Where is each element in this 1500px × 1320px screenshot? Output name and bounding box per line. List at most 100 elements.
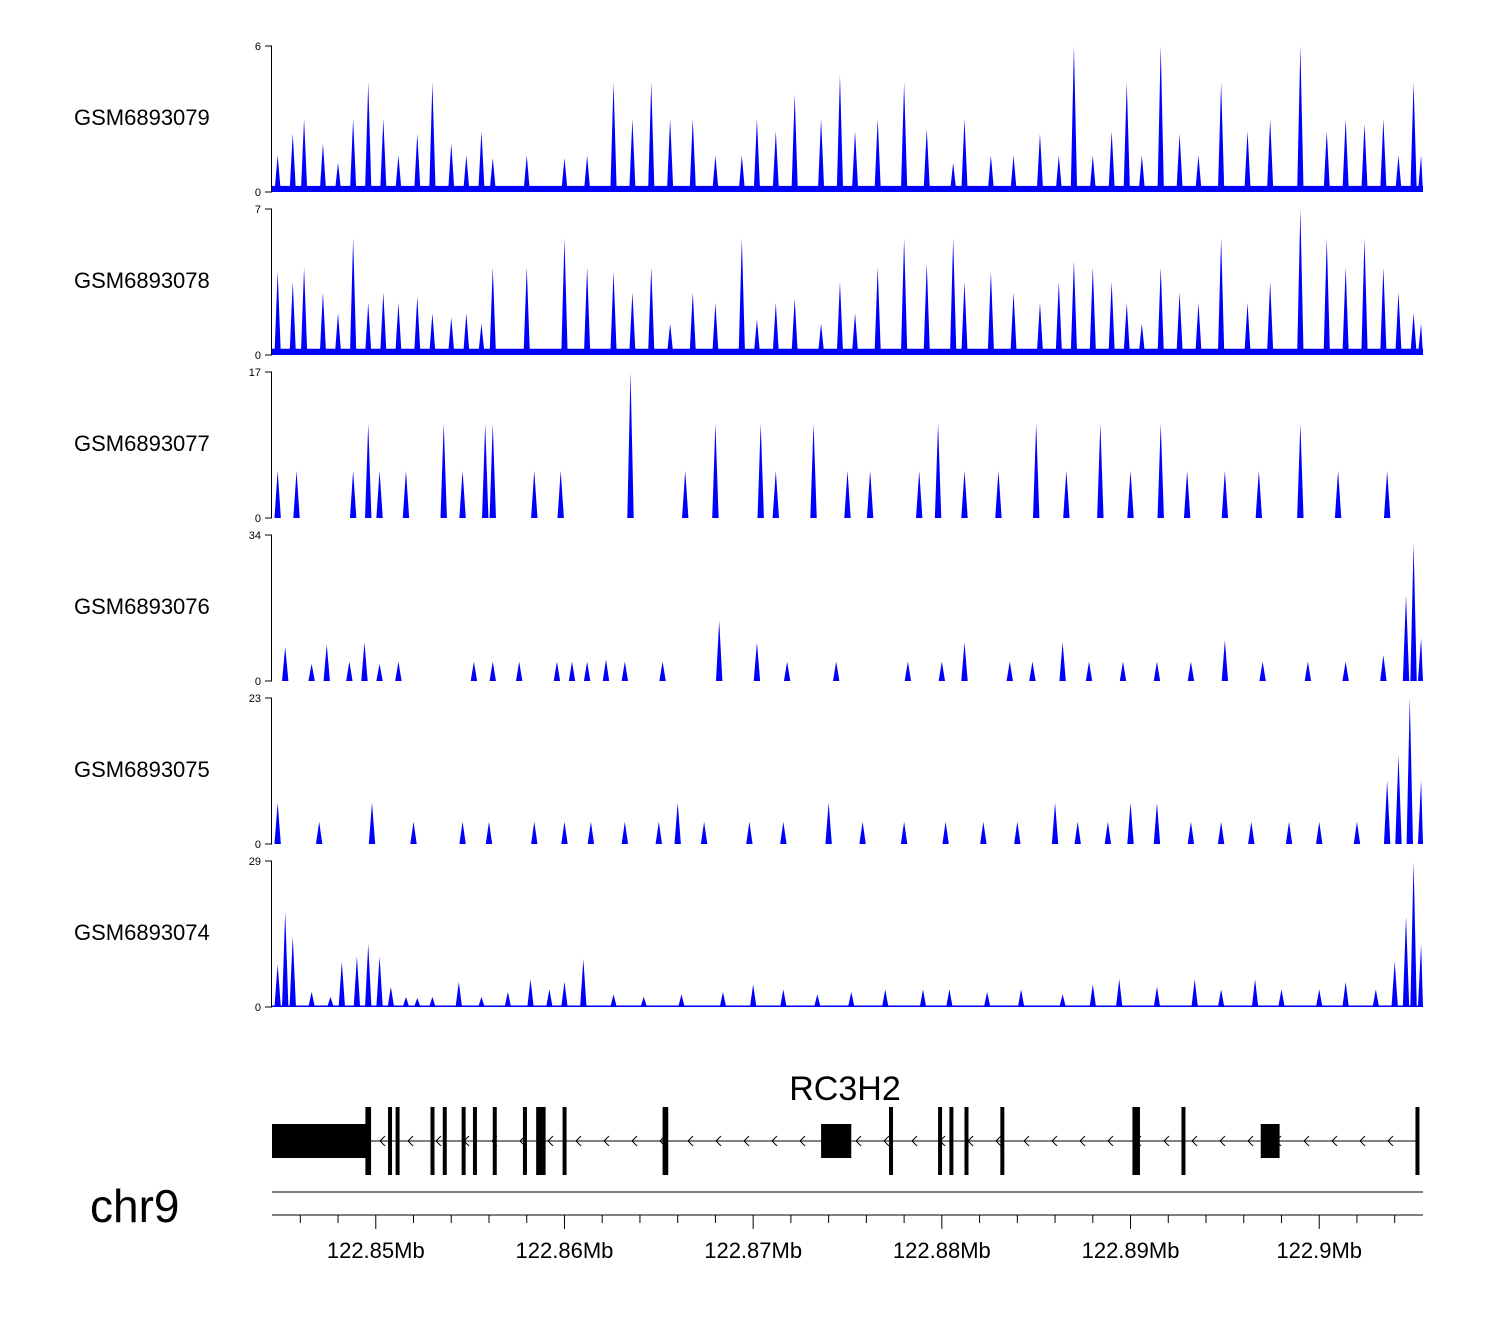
coverage-peak xyxy=(648,267,655,355)
coverage-peak xyxy=(810,423,817,518)
track-GSM6893078: GSM6893078 7 0 xyxy=(74,204,1423,362)
coverage-peak xyxy=(1342,981,1349,1007)
coverage-peak xyxy=(327,996,334,1007)
y-tick-label-max: 29 xyxy=(249,856,261,868)
track-label: GSM6893076 xyxy=(74,594,210,619)
coverage-peak xyxy=(1316,821,1323,844)
coverage-peak xyxy=(380,119,387,192)
coverage-peak xyxy=(583,155,591,192)
coverage-peak xyxy=(319,292,327,355)
coverage-peak xyxy=(1221,640,1229,681)
coverage-peak xyxy=(655,821,663,844)
coverage-peak xyxy=(934,423,942,518)
strand-arrow xyxy=(855,1135,862,1147)
coverage-peak xyxy=(489,661,496,681)
coverage-peak xyxy=(429,313,436,355)
coverage-peak xyxy=(1402,595,1410,681)
coverage-peak xyxy=(610,994,617,1007)
coverage-peak xyxy=(1127,470,1134,518)
coverage-peak xyxy=(719,991,727,1007)
coverage-peak xyxy=(1244,131,1251,192)
coverage-peak xyxy=(753,119,761,192)
coverage-peak xyxy=(387,986,395,1007)
coverage-peak xyxy=(1217,989,1225,1007)
exon-cds xyxy=(562,1107,567,1175)
coverage-peak xyxy=(1138,323,1146,355)
coverage-peak xyxy=(1070,261,1078,355)
coverage-peak xyxy=(1059,642,1066,681)
coverage-peak xyxy=(282,646,289,681)
exon-cds xyxy=(1132,1107,1140,1175)
coverage-peak xyxy=(946,989,953,1007)
coverage-peak xyxy=(1259,661,1266,681)
coverage-peak xyxy=(561,157,568,192)
coverage-peak xyxy=(1342,267,1349,355)
coverage-peak xyxy=(527,979,534,1007)
exon-cds xyxy=(1415,1107,1420,1175)
track-GSM6893077: GSM6893077 17 0 xyxy=(74,367,1391,525)
axis-tick-label: 122.88Mb xyxy=(893,1238,991,1263)
coverage-peak xyxy=(1304,661,1312,681)
track-GSM6893076: GSM6893076 34 0 xyxy=(74,530,1423,688)
coverage-peak xyxy=(621,821,629,844)
coverage-peak xyxy=(1070,46,1078,192)
coverage-peak xyxy=(1417,638,1423,681)
coverage-peak xyxy=(485,821,493,844)
coverage-peak xyxy=(380,292,387,355)
strand-arrow xyxy=(1219,1135,1226,1147)
coverage-peak xyxy=(682,470,689,518)
coverage-peak xyxy=(780,989,787,1007)
strand-arrow xyxy=(1331,1135,1338,1147)
y-tick-label-max: 23 xyxy=(249,693,261,705)
strand-arrow xyxy=(687,1135,694,1147)
coverage-peak xyxy=(832,661,840,681)
coverage-peak xyxy=(319,143,327,192)
strand-arrow xyxy=(1079,1135,1086,1147)
coverage-peak xyxy=(410,821,417,844)
strand-arrow xyxy=(799,1135,806,1147)
coverage-peak xyxy=(1217,238,1225,355)
coverage-peak xyxy=(1297,423,1304,518)
coverage-peak xyxy=(1195,302,1202,355)
exon-cds xyxy=(821,1124,852,1158)
exon-cds xyxy=(536,1107,546,1175)
coverage-peak xyxy=(376,663,383,681)
coverage-peak xyxy=(1017,989,1025,1007)
coverage-peak xyxy=(459,470,466,518)
chromosome-label: chr9 xyxy=(90,1180,179,1232)
coverage-peak xyxy=(1195,155,1202,192)
coverage-peak xyxy=(308,663,315,681)
axis-tick-label: 122.9Mb xyxy=(1276,1238,1362,1263)
coverage-peak xyxy=(365,423,372,518)
coverage-peak xyxy=(791,298,798,355)
coverage-peak xyxy=(1342,119,1349,192)
genome-axis: chr9 122.85Mb 122.86Mb 122.87Mb 122.88Mb 122… xyxy=(90,1180,1423,1263)
coverage-peak xyxy=(1395,292,1402,355)
coverage-peak xyxy=(916,470,923,518)
strand-arrow xyxy=(1303,1135,1310,1147)
coverage-baseline xyxy=(272,1005,1423,1007)
coverage-peak xyxy=(859,821,866,844)
coverage-peak xyxy=(995,470,1002,518)
coverage-peak xyxy=(1010,155,1017,192)
coverage-peak xyxy=(746,821,753,844)
coverage-peak xyxy=(293,470,300,518)
exon-cds xyxy=(522,1107,527,1175)
coverage-peak xyxy=(334,313,342,355)
y-tick-label-min: 0 xyxy=(255,676,261,688)
exon-cds xyxy=(1181,1107,1186,1175)
y-tick-label-min: 0 xyxy=(255,350,261,362)
coverage-peak xyxy=(938,661,946,681)
coverage-peak xyxy=(489,157,496,192)
coverage-peak xyxy=(874,119,881,192)
coverage-peak xyxy=(376,956,383,1007)
coverage-peak xyxy=(1372,989,1380,1007)
coverage-peak xyxy=(561,981,568,1007)
coverage-peak xyxy=(923,263,930,355)
coverage-peak xyxy=(1361,238,1368,355)
y-tick-label-max: 17 xyxy=(249,367,261,379)
strand-arrow xyxy=(743,1135,750,1147)
coverage-peak xyxy=(1383,470,1391,518)
coverage-peak xyxy=(1127,802,1134,844)
exon-utr xyxy=(272,1124,367,1158)
